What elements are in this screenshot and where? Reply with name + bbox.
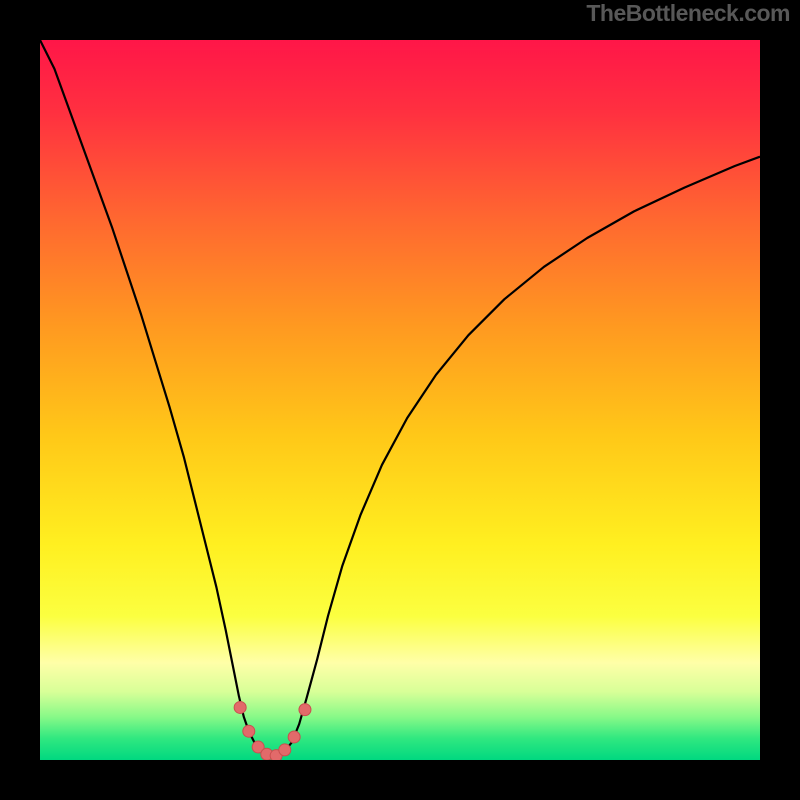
marker-dot <box>234 701 246 713</box>
marker-dot <box>299 704 311 716</box>
marker-dot <box>288 731 300 743</box>
marker-dot <box>279 744 291 756</box>
bottleneck-chart <box>0 0 800 800</box>
watermark-text: TheBottleneck.com <box>586 0 790 27</box>
plot-gradient <box>40 40 760 760</box>
marker-dot <box>243 725 255 737</box>
